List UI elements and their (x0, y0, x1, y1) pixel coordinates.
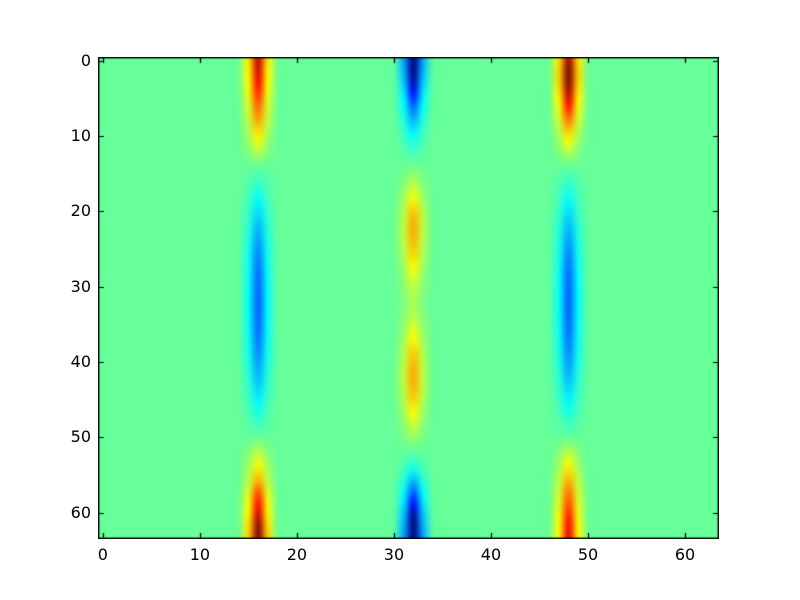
x-tick-label-50: 50 (577, 545, 599, 564)
y-tick-label-10: 10 (70, 126, 91, 146)
y-tick-label-50: 50 (70, 427, 91, 447)
y-tick-label-40: 40 (70, 352, 91, 372)
x-tick-label-10: 10 (189, 545, 211, 564)
y-tick-label-0: 0 (80, 50, 91, 70)
x-tick-label-60: 60 (674, 545, 696, 564)
x-tick-label-20: 20 (286, 545, 308, 564)
heatmap-canvas (98, 57, 719, 539)
y-tick-label-60: 60 (70, 502, 91, 522)
y-tick-label-30: 30 (70, 276, 91, 296)
x-tick-label-0: 0 (97, 545, 108, 564)
x-tick-label-30: 30 (383, 545, 405, 564)
y-tick-label-20: 20 (70, 201, 91, 221)
x-tick-label-40: 40 (480, 545, 502, 564)
